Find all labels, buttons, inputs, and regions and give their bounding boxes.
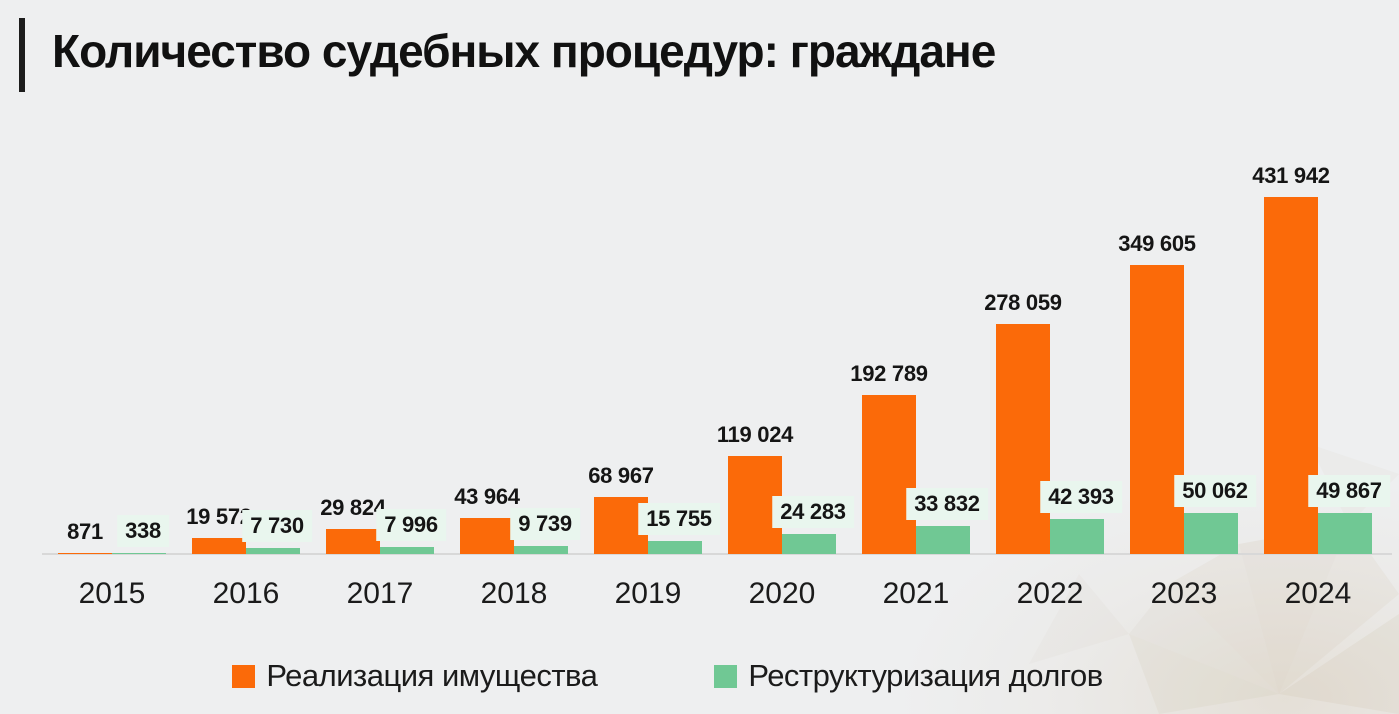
- bar-realization-2021: [862, 395, 916, 554]
- value-label-realization-2023: 349 605: [1118, 231, 1196, 256]
- x-tick-2016: 2016: [212, 577, 280, 610]
- legend-item-restructuring: Реструктуризация долгов: [714, 658, 1103, 694]
- value-label-restructuring-2024: 49 867: [1308, 475, 1390, 507]
- x-tick-2024: 2024: [1284, 577, 1352, 610]
- x-tick-2015: 2015: [78, 577, 146, 610]
- value-label-realization-2018: 43 964: [454, 484, 520, 509]
- value-label-restructuring-2016: 7 730: [242, 510, 312, 542]
- bar-restructuring-2023: [1184, 513, 1238, 554]
- value-label-restructuring-2020: 24 283: [772, 496, 854, 528]
- value-label-realization-2019: 68 967: [588, 463, 654, 488]
- legend: Реализация имущества Реструктуризация до…: [0, 658, 1399, 694]
- value-label-realization-2015: 871: [67, 519, 103, 544]
- value-label-restructuring-2019: 15 755: [638, 503, 720, 535]
- chart-title: Количество судебных процедур: граждане: [52, 25, 996, 77]
- bar-restructuring-2024: [1318, 513, 1372, 554]
- x-tick-2021: 2021: [882, 577, 950, 610]
- x-tick-2020: 2020: [748, 577, 816, 610]
- bar-restructuring-2020: [782, 534, 836, 554]
- value-label-restructuring-2022: 42 393: [1040, 481, 1122, 513]
- x-tick-2018: 2018: [480, 577, 548, 610]
- x-tick-2023: 2023: [1150, 577, 1218, 610]
- title-accent-bar: [19, 18, 25, 92]
- bar-realization-2016: [192, 538, 246, 554]
- value-label-realization-2024: 431 942: [1252, 163, 1330, 188]
- bar-realization-2015: [58, 553, 112, 554]
- bar-restructuring-2022: [1050, 519, 1104, 554]
- value-label-realization-2020: 119 024: [716, 422, 794, 447]
- bar-realization-2018: [460, 518, 514, 554]
- legend-item-realization: Реализация имущества: [232, 658, 598, 694]
- bar-restructuring-2016: [246, 548, 300, 554]
- value-label-realization-2021: 192 789: [850, 361, 928, 386]
- x-tick-2019: 2019: [614, 577, 682, 610]
- legend-swatch-orange-icon: [232, 664, 256, 688]
- bar-restructuring-2015: [112, 553, 166, 554]
- title-block: Количество судебных процедур: граждане: [0, 0, 1399, 100]
- bar-restructuring-2021: [916, 526, 970, 554]
- x-tick-2017: 2017: [346, 577, 414, 610]
- bar-restructuring-2019: [648, 541, 702, 554]
- value-label-restructuring-2018: 9 739: [510, 508, 580, 540]
- x-axis-line: [42, 553, 1392, 555]
- value-label-realization-2017: 29 824: [320, 495, 386, 520]
- bar-realization-2022: [996, 324, 1050, 554]
- value-label-restructuring-2015: 338: [117, 515, 169, 547]
- legend-label-restructuring: Реструктуризация долгов: [748, 658, 1103, 693]
- value-label-realization-2022: 278 059: [984, 290, 1062, 315]
- value-label-restructuring-2017: 7 996: [376, 509, 446, 541]
- legend-swatch-green-icon: [714, 664, 738, 688]
- bar-restructuring-2018: [514, 546, 568, 554]
- bar-realization-2017: [326, 529, 380, 554]
- legend-label-realization: Реализация имущества: [266, 658, 598, 693]
- bar-restructuring-2017: [380, 547, 434, 554]
- value-label-restructuring-2021: 33 832: [906, 488, 988, 520]
- bar-realization-2023: [1130, 265, 1184, 554]
- x-tick-2022: 2022: [1016, 577, 1084, 610]
- value-label-realization-2016: 19 572: [186, 504, 252, 529]
- value-label-restructuring-2023: 50 062: [1174, 475, 1256, 507]
